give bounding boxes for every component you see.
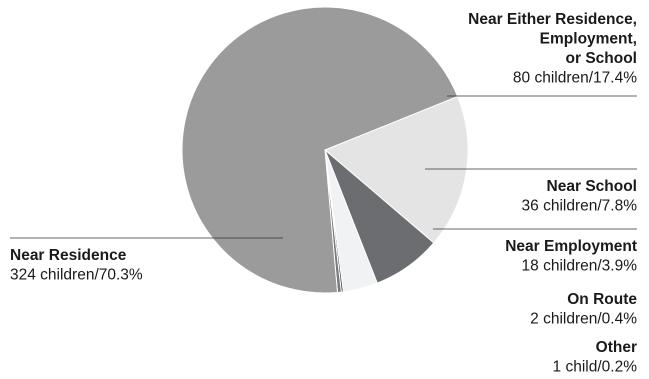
- slice-labels: Near Residence 324 children/70.3% Near Eit…: [10, 11, 637, 376]
- label-title-near-either-residence-employment-or-school-line-2: Employment,: [540, 31, 637, 48]
- label-value-near-residence: 324 children/70.3%: [10, 267, 143, 284]
- label-value-other: 1 child/0.2%: [553, 359, 638, 376]
- label-title-near-school: Near School: [547, 178, 637, 195]
- leader-lines: [10, 95, 637, 239]
- label-value-on-route: 2 children/0.4%: [530, 311, 637, 328]
- slice-near-residence: [181, 6, 459, 294]
- label-value-near-either-residence-employment-or-school: 80 children/17.4%: [513, 70, 637, 87]
- slice-near-either-residence-employment-or-school: [324, 95, 469, 244]
- label-title-near-residence: Near Residence: [10, 247, 127, 264]
- label-title-other: Other: [596, 339, 637, 356]
- label-title-near-either-residence-employment-or-school-line-1: Near Either Residence,: [468, 11, 637, 28]
- label-value-near-school: 36 children/7.8%: [522, 198, 638, 215]
- pie-slices: [181, 6, 469, 294]
- label-title-near-employment: Near Employment: [505, 238, 637, 255]
- label-title-near-either-residence-employment-or-school-line-3: or School: [566, 50, 637, 67]
- label-title-on-route: On Route: [567, 291, 637, 308]
- label-value-near-employment: 18 children/3.9%: [522, 258, 638, 275]
